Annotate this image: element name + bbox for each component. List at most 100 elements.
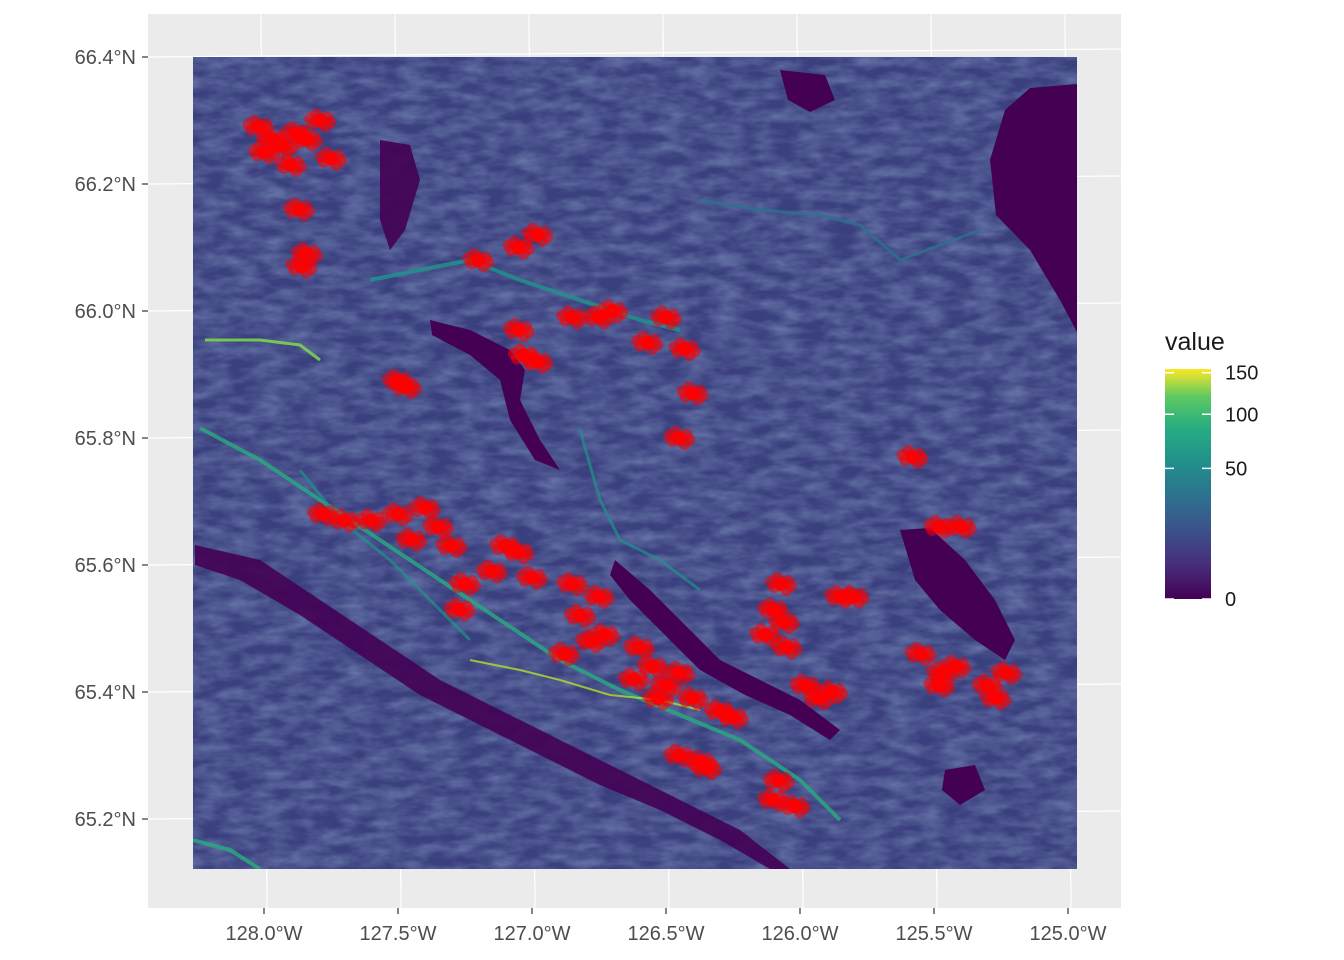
- data-point: [310, 249, 323, 262]
- y-tick-label: 66.0°N: [75, 301, 136, 323]
- data-point: [923, 677, 936, 690]
- data-point: [762, 772, 775, 785]
- data-point: [290, 245, 303, 258]
- data-point: [999, 694, 1012, 707]
- lake-south-small: [942, 765, 985, 805]
- data-point: [410, 383, 423, 396]
- data-point: [608, 630, 621, 643]
- data-point: [944, 518, 957, 531]
- data-point: [637, 675, 650, 688]
- data-point: [382, 506, 394, 519]
- data-point: [475, 563, 488, 576]
- data-point: [280, 125, 293, 138]
- data-point: [717, 709, 729, 722]
- data-point: [285, 258, 298, 271]
- data-point: [328, 512, 341, 525]
- data-point: [616, 307, 629, 319]
- data-point: [765, 576, 778, 589]
- data-point: [302, 205, 315, 218]
- x-tick-label: 127.5°W: [360, 923, 437, 945]
- data-point: [661, 694, 674, 707]
- data-point: [959, 662, 972, 675]
- ridge-line-b: [205, 338, 321, 362]
- data-point: [837, 588, 850, 601]
- data-point: [703, 703, 716, 716]
- river-channel-b: [610, 560, 840, 740]
- data-point: [583, 309, 595, 322]
- data-point: [469, 580, 481, 593]
- raster-layer: [193, 57, 1077, 869]
- river-channel-a: [430, 320, 560, 470]
- data-point: [482, 256, 495, 269]
- data-point: [790, 643, 803, 656]
- legend-colorbar: [1165, 369, 1211, 599]
- data-point: [395, 531, 408, 544]
- data-point: [836, 688, 849, 700]
- x-axis: 128.0°W 127.5°W 127.0°W 126.5°W 126.0°W 125.5…: [226, 908, 1107, 945]
- data-point: [971, 677, 984, 690]
- data-point: [979, 690, 992, 703]
- data-point: [489, 537, 502, 550]
- data-point: [802, 690, 815, 703]
- data-point: [663, 664, 676, 677]
- data-point: [574, 633, 587, 646]
- data-point: [990, 664, 1003, 677]
- ridge-line-c: [369, 257, 681, 332]
- river-channel-c: [195, 545, 790, 869]
- ridge-line-g: [578, 429, 701, 592]
- data-point: [617, 671, 630, 684]
- data-point: [248, 144, 260, 157]
- data-point: [541, 230, 554, 243]
- data-point: [390, 379, 403, 392]
- data-point: [290, 131, 303, 144]
- data-point: [650, 309, 662, 322]
- lake-southeast: [900, 528, 1015, 660]
- data-point: [507, 347, 520, 360]
- data-point: [789, 677, 802, 690]
- data-point: [449, 576, 461, 589]
- data-point: [443, 601, 456, 614]
- data-point: [683, 668, 696, 681]
- legend-label: 0: [1225, 589, 1236, 611]
- data-point: [568, 649, 581, 662]
- y-axis: 66.4°N 66.2°N 66.0°N 65.8°N 65.6°N 65.4°N 65.2…: [75, 47, 148, 831]
- legend-ticks: 150 100 50 0: [1165, 363, 1258, 611]
- data-point: [502, 322, 515, 335]
- data-point: [428, 503, 441, 516]
- x-tick-label: 125.0°W: [1030, 923, 1107, 945]
- data-point: [242, 118, 255, 131]
- data-point: [916, 453, 929, 466]
- x-tick-label: 125.5°W: [896, 923, 973, 945]
- data-point: [857, 592, 870, 605]
- points-layer: [242, 108, 1023, 819]
- data-point: [816, 684, 829, 696]
- data-point: [576, 580, 589, 593]
- data-point: [704, 757, 717, 770]
- y-tick-label: 65.4°N: [75, 682, 136, 704]
- data-point: [282, 201, 295, 214]
- data-point: [964, 522, 977, 535]
- data-point: [541, 357, 554, 370]
- data-point: [294, 160, 307, 173]
- data-point: [904, 645, 917, 658]
- data-point: [536, 573, 548, 586]
- data-point: [641, 690, 654, 703]
- data-point: [787, 618, 800, 631]
- grid-line-lat: [147, 48, 1122, 58]
- data-point: [408, 499, 421, 512]
- data-point: [663, 430, 676, 442]
- data-point: [502, 239, 515, 252]
- y-tick-label: 65.8°N: [75, 428, 136, 450]
- legend-label: 100: [1225, 404, 1258, 426]
- data-point: [737, 713, 749, 726]
- data-point: [798, 802, 811, 815]
- data-point: [422, 518, 435, 531]
- data-point: [923, 518, 936, 531]
- data-point: [548, 645, 561, 658]
- lake-east: [990, 84, 1077, 332]
- data-point: [643, 643, 656, 656]
- data-point: [522, 548, 535, 561]
- data-point: [757, 601, 770, 614]
- data-point: [670, 681, 682, 694]
